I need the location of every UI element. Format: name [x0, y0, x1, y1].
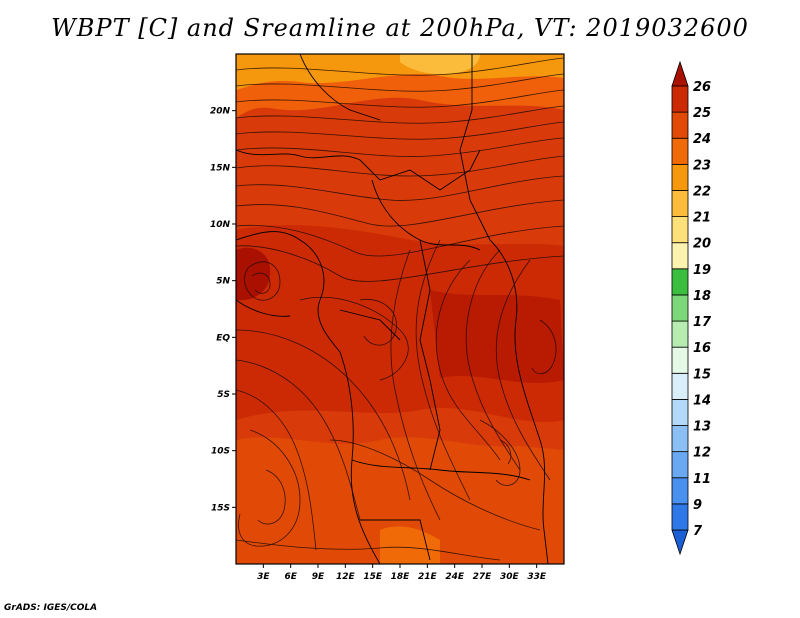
colorbar-swatch: [671, 190, 689, 217]
y-axis-ticks: 20N 15N 10N 5N EQ 5S 10S 15S: [210, 107, 236, 513]
colorbar-label: 23: [693, 158, 711, 173]
x-tick-label: 15E: [363, 572, 383, 582]
colorbar-swatch: [671, 477, 689, 505]
colorbar-label: 12: [693, 446, 711, 461]
x-tick-label: 24E: [445, 572, 465, 582]
grads-footer: GrADS: IGES/COLA: [4, 603, 98, 613]
x-tick-label: 9E: [312, 572, 325, 582]
colorbar-swatch: [671, 294, 689, 322]
wbpt-shading: [236, 54, 564, 564]
colorbar-swatch: [671, 163, 689, 191]
x-tick-label: 6E: [284, 572, 297, 582]
colorbar-label: 18: [693, 289, 711, 304]
colorbar-swatch: [671, 372, 689, 400]
colorbar-max-arrow: [671, 60, 689, 87]
colorbar-label: 19: [693, 263, 711, 278]
colorbar-swatch: [671, 503, 689, 531]
x-axis-ticks: 3E 6E 9E 12E 15E 18E 21E 24E 27E 30E 33E: [257, 564, 547, 582]
colorbar-label: 14: [693, 393, 711, 408]
colorbar-swatch: [671, 111, 689, 139]
y-tick-label: 20N: [210, 107, 231, 117]
colorbar-label: 17: [693, 315, 712, 330]
colorbar-label: 20: [693, 237, 711, 252]
colorbar-swatch: [671, 451, 689, 479]
colorbar-label: 9: [693, 498, 702, 513]
y-tick-label: EQ: [216, 333, 230, 343]
colorbar-swatch: [671, 399, 689, 426]
colorbar-label: 11: [693, 472, 711, 487]
colorbar-swatch: [671, 268, 689, 296]
colorbar-swatch: [671, 242, 689, 270]
y-tick-label: 10S: [211, 447, 230, 457]
x-tick-label: 3E: [257, 572, 270, 582]
colorbar-label: 15: [693, 367, 711, 382]
colorbar: 7 9 11 12 13 14 15 16 17 18 19 20 21 22 23 24 25 26: [671, 60, 712, 556]
colorbar-label: 13: [693, 420, 711, 435]
x-tick-label: 33E: [527, 572, 547, 582]
streamlines: [236, 57, 564, 561]
colorbar-label: 24: [693, 132, 711, 147]
country-boundaries: [236, 54, 549, 564]
colorbar-swatch: [671, 425, 689, 453]
colorbar-label: 21: [693, 211, 711, 226]
map-title: WBPT [C] and Sreamline at 200hPa, VT: 20…: [51, 14, 749, 42]
x-tick-label: 30E: [500, 572, 520, 582]
colorbar-swatch: [671, 85, 689, 113]
x-tick-label: 12E: [336, 572, 356, 582]
y-tick-label: 5S: [217, 390, 230, 400]
y-tick-label: 15N: [210, 163, 231, 173]
colorbar-label: 7: [693, 524, 703, 539]
y-tick-label: 5N: [216, 277, 230, 287]
colorbar-swatch: [671, 216, 689, 244]
y-tick-label: 15S: [211, 503, 230, 513]
colorbar-swatch: [671, 346, 689, 374]
x-tick-label: 18E: [391, 572, 411, 582]
colorbar-label: 25: [693, 106, 711, 121]
colorbar-swatch: [671, 137, 689, 165]
colorbar-label: 22: [693, 184, 711, 199]
y-tick-label: 10N: [210, 220, 231, 230]
x-tick-label: 27E: [473, 572, 493, 582]
x-tick-label: 21E: [418, 572, 438, 582]
colorbar-swatch: [671, 320, 689, 348]
colorbar-label: 16: [693, 341, 711, 356]
colorbar-min-arrow: [671, 529, 689, 556]
colorbar-label: 26: [693, 80, 711, 95]
